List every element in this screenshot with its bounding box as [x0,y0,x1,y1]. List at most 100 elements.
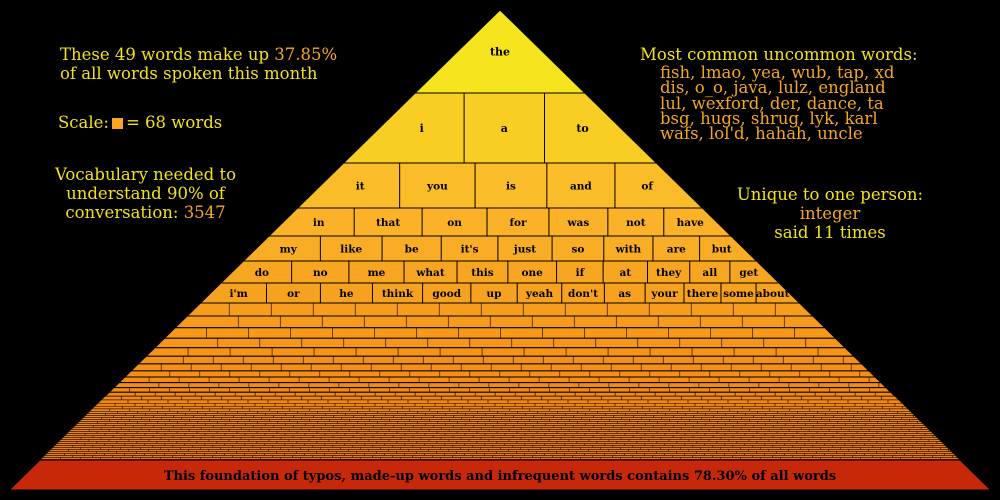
word-label: think [382,288,414,300]
unique-annotation: Unique to one person: integer said 11 ti… [730,185,930,242]
word-label: as [618,288,631,300]
brick-row [174,315,826,329]
brick-row [129,363,871,372]
brick-band [46,451,954,454]
brick-band [54,443,946,446]
brick-row [58,439,942,442]
brick-row [72,425,928,428]
word-label: your [650,288,678,300]
brick-row [185,302,815,317]
brick-band [94,403,906,407]
word-label: be [405,244,419,256]
word-label: at [619,267,631,279]
brick-band [62,435,938,438]
word-label: a [501,122,508,135]
word-label: are [667,244,686,256]
word-label: the [490,46,510,59]
word-label: on [447,217,462,229]
word-label: just [513,244,536,256]
uncommon-words-list: fish, lmao, yea, wub, tap, xd dis, o_o, … [660,64,894,144]
brick-band [97,399,903,404]
brick-row [100,396,900,401]
brick-row [48,449,952,452]
unique-count: said 11 times [774,223,886,242]
brick-row [54,443,946,446]
foundation-band [8,459,992,491]
brick-band [153,337,847,349]
pyramid-row: i a to [342,92,658,164]
uncommon-line: dis, o_o, java, lulz, england [660,78,886,98]
word-label: this [471,267,493,279]
pyramid-row: in that on for was not have [267,207,733,237]
scale-suffix: = 68 words [125,113,223,132]
brick-band [129,363,871,372]
word-label: my [280,244,298,256]
brick-row [43,453,957,456]
brick-row [89,408,911,412]
word-label: all [702,267,717,279]
word-label: it's [461,244,479,256]
word-label: with [615,244,642,256]
brick-row [64,433,936,436]
word-label: do [255,267,269,279]
word-label: you [426,181,448,193]
uncommon-line: wafs, lol'd, hahah, uncle [660,124,863,144]
vocab-annotation: Vocabulary needed to understand 90% of c… [55,165,236,222]
word-label: up [487,288,502,300]
word-label: was [567,217,590,229]
brick-rows [39,302,961,461]
word-label: what [415,267,444,279]
brick-row [56,441,944,444]
word-label: to [576,122,588,135]
brick-band [117,376,883,384]
coverage-value: 37.85% [274,45,338,64]
brick-band [185,302,815,317]
brick-row [46,451,954,454]
scale-square-icon [111,118,123,129]
brick-band [41,455,959,458]
word-label: but [712,244,732,256]
pyramid-row: my like be it's just so with are but [242,235,758,262]
brick-band [84,413,916,416]
brick-row [163,327,837,339]
brick-band [74,423,926,426]
word-label: some [723,288,754,300]
brick-row [86,411,914,414]
brick-row [117,376,883,384]
brick-band [144,347,856,357]
word-rows: the i a to it you is and of in that on for was not have… [199,9,801,304]
scale-annotation: Scale: = 68 words [58,113,222,132]
brick-band [68,429,932,432]
brick-band [72,425,928,428]
brick-row [82,415,918,418]
brick-row [70,427,930,430]
vocab-value: 3547 [183,203,226,222]
brick-band [100,396,900,401]
brick-row [76,421,924,424]
brick-row [62,435,938,438]
brick-band [43,453,957,456]
word-label: for [509,217,527,229]
coverage-annotation: These 49 words make up 37.85% of all wor… [60,45,337,83]
brick-band [64,433,936,436]
brick-row [52,445,948,448]
brick-band [50,447,950,450]
brick-band [112,382,888,389]
unique-title: Unique to one person: [736,185,924,204]
brick-band [78,419,922,422]
brick-row [136,355,864,365]
word-label: it [356,181,365,193]
brick-band [80,417,920,420]
pyramid-row: do no me what this one if at they all get [219,260,781,284]
word-label: yeah [525,288,554,300]
brick-row [94,403,906,407]
brick-band [56,441,944,444]
brick-row [39,457,961,460]
brick-row [123,370,877,378]
word-label: they [656,267,682,279]
foundation-label: This foundation of typos, made-up words … [164,469,836,484]
row-band [199,282,801,304]
word-label: that [376,217,400,229]
word-label: like [340,244,362,256]
brick-row [91,405,909,410]
